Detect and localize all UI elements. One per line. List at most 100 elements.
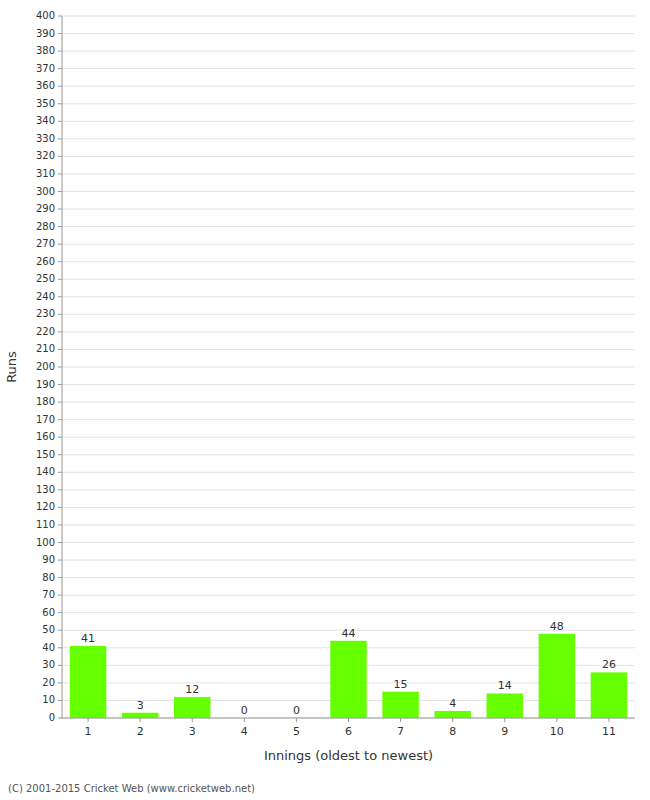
- y-tick: [58, 33, 62, 34]
- grid-line: [62, 331, 635, 332]
- y-tick-label: 360: [36, 80, 55, 91]
- bar: [434, 711, 470, 718]
- grid-line: [62, 138, 635, 139]
- y-tick-label: 50: [42, 624, 55, 635]
- y-tick-label: 320: [36, 150, 55, 161]
- y-tick-label: 110: [36, 519, 55, 530]
- y-axis-label: Runs: [4, 351, 19, 383]
- y-tick-label: 170: [36, 414, 55, 425]
- y-tick: [58, 437, 62, 438]
- x-tick-label: 8: [449, 725, 456, 738]
- data-label: 3: [137, 699, 144, 712]
- data-label: 44: [342, 627, 356, 640]
- x-tick: [400, 718, 401, 722]
- y-tick: [58, 630, 62, 631]
- y-tick-label: 80: [42, 572, 55, 583]
- grid-line: [62, 384, 635, 385]
- x-tick: [296, 718, 297, 722]
- grid-line: [62, 173, 635, 174]
- y-tick-label: 390: [36, 28, 55, 39]
- bar: [122, 713, 158, 718]
- data-label: 4: [449, 697, 456, 710]
- y-tick-label: 250: [36, 273, 55, 284]
- y-axis-line: [62, 16, 63, 718]
- x-tick-label: 1: [85, 725, 92, 738]
- x-tick: [452, 718, 453, 722]
- x-tick-label: 11: [602, 725, 616, 738]
- y-tick-label: 330: [36, 133, 55, 144]
- data-label: 48: [550, 620, 564, 633]
- y-tick-label: 220: [36, 326, 55, 337]
- y-tick-label: 280: [36, 221, 55, 232]
- grid-line: [62, 367, 635, 368]
- x-axis: 1234567891011: [85, 718, 616, 738]
- data-label: 15: [394, 678, 408, 691]
- x-tick: [88, 718, 89, 722]
- bar: [591, 672, 627, 718]
- grid-line: [62, 33, 635, 34]
- y-tick: [58, 16, 62, 17]
- grid-line: [62, 121, 635, 122]
- y-tick: [58, 51, 62, 52]
- y-tick-label: 230: [36, 308, 55, 319]
- y-tick: [58, 542, 62, 543]
- grid-line: [62, 296, 635, 297]
- y-tick: [58, 454, 62, 455]
- grid-line: [62, 279, 635, 280]
- grid: [62, 16, 635, 718]
- y-tick-label: 0: [49, 712, 55, 723]
- y-tick-label: 200: [36, 361, 55, 372]
- y-tick: [58, 472, 62, 473]
- grid-line: [62, 103, 635, 104]
- y-tick: [58, 560, 62, 561]
- y-tick: [58, 156, 62, 157]
- footer: (C) 2001-2015 Cricket Web (www.cricketwe…: [8, 783, 255, 794]
- y-tick-label: 40: [42, 642, 55, 653]
- y-tick: [58, 419, 62, 420]
- y-tick: [58, 173, 62, 174]
- y-tick-label: 270: [36, 238, 55, 249]
- y-tick-label: 100: [36, 537, 55, 548]
- grid-line: [62, 349, 635, 350]
- grid-line: [62, 261, 635, 262]
- bar: [174, 697, 210, 718]
- x-tick: [348, 718, 349, 722]
- x-tick: [140, 718, 141, 722]
- data-label: 0: [241, 704, 248, 717]
- grid-line: [62, 419, 635, 420]
- y-tick: [58, 665, 62, 666]
- data-label: 26: [602, 658, 616, 671]
- y-tick: [58, 121, 62, 122]
- y-tick-label: 180: [36, 396, 55, 407]
- y-tick-label: 150: [36, 449, 55, 460]
- y-tick-label: 90: [42, 554, 55, 565]
- bar: [70, 646, 106, 718]
- bar: [539, 634, 575, 718]
- y-tick-label: 60: [42, 607, 55, 618]
- grid-line: [62, 560, 635, 561]
- y-tick-label: 240: [36, 291, 55, 302]
- y-tick: [58, 612, 62, 613]
- y-tick-label: 140: [36, 466, 55, 477]
- grid-line: [62, 454, 635, 455]
- grid-line: [62, 472, 635, 473]
- grid-line: [62, 156, 635, 157]
- y-tick: [58, 682, 62, 683]
- y-tick: [58, 349, 62, 350]
- y-tick: [58, 261, 62, 262]
- x-tick-label: 5: [293, 725, 300, 738]
- data-label: 41: [81, 632, 95, 645]
- y-tick-label: 130: [36, 484, 55, 495]
- bar: [382, 692, 418, 718]
- y-tick-label: 300: [36, 186, 55, 197]
- grid-line: [62, 437, 635, 438]
- y-tick: [58, 86, 62, 87]
- chart-container: 0102030405060708090100110120130140150160…: [0, 0, 650, 800]
- y-tick-label: 310: [36, 168, 55, 179]
- y-tick: [58, 595, 62, 596]
- y-tick: [58, 524, 62, 525]
- y-tick: [58, 244, 62, 245]
- y-tick-label: 260: [36, 256, 55, 267]
- y-tick: [58, 331, 62, 332]
- grid-line: [62, 489, 635, 490]
